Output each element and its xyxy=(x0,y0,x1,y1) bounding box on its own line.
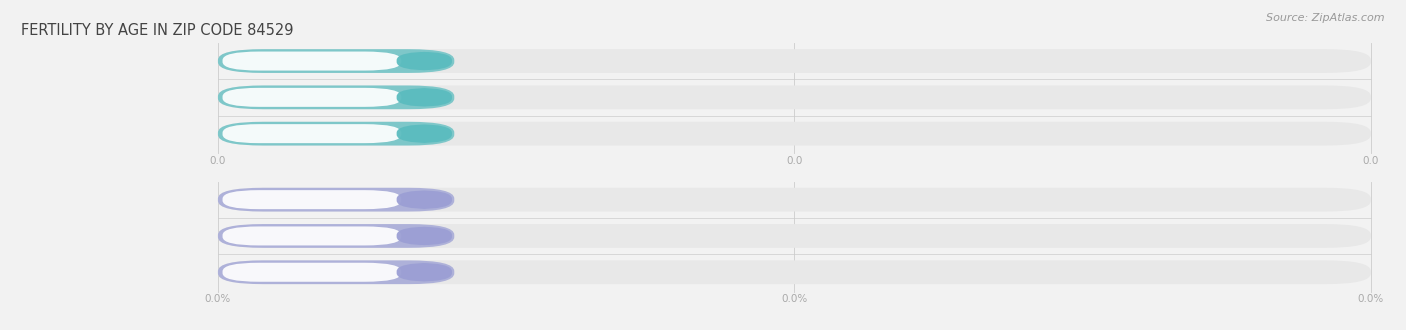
Text: Source: ZipAtlas.com: Source: ZipAtlas.com xyxy=(1267,13,1385,23)
Text: 0.0: 0.0 xyxy=(415,92,434,102)
Text: 35 to 50 years: 35 to 50 years xyxy=(270,266,354,279)
Text: 15 to 19 years: 15 to 19 years xyxy=(269,193,354,206)
Text: 0.0%: 0.0% xyxy=(409,231,440,241)
Text: 0.0: 0.0 xyxy=(415,56,434,66)
Text: 0.0: 0.0 xyxy=(786,156,803,166)
Text: 0.0: 0.0 xyxy=(209,156,226,166)
Text: 0.0%: 0.0% xyxy=(205,294,231,304)
Text: 0.0: 0.0 xyxy=(1362,156,1379,166)
Text: FERTILITY BY AGE IN ZIP CODE 84529: FERTILITY BY AGE IN ZIP CODE 84529 xyxy=(21,23,294,38)
Text: 0.0%: 0.0% xyxy=(1358,294,1384,304)
Text: 20 to 34 years: 20 to 34 years xyxy=(269,91,354,104)
Text: 0.0%: 0.0% xyxy=(782,294,807,304)
Text: 20 to 34 years: 20 to 34 years xyxy=(269,229,354,243)
Text: 0.0%: 0.0% xyxy=(409,195,440,205)
Text: 15 to 19 years: 15 to 19 years xyxy=(269,54,354,68)
Text: 35 to 50 years: 35 to 50 years xyxy=(270,127,354,140)
Text: 0.0%: 0.0% xyxy=(409,267,440,277)
Text: 0.0: 0.0 xyxy=(415,129,434,139)
